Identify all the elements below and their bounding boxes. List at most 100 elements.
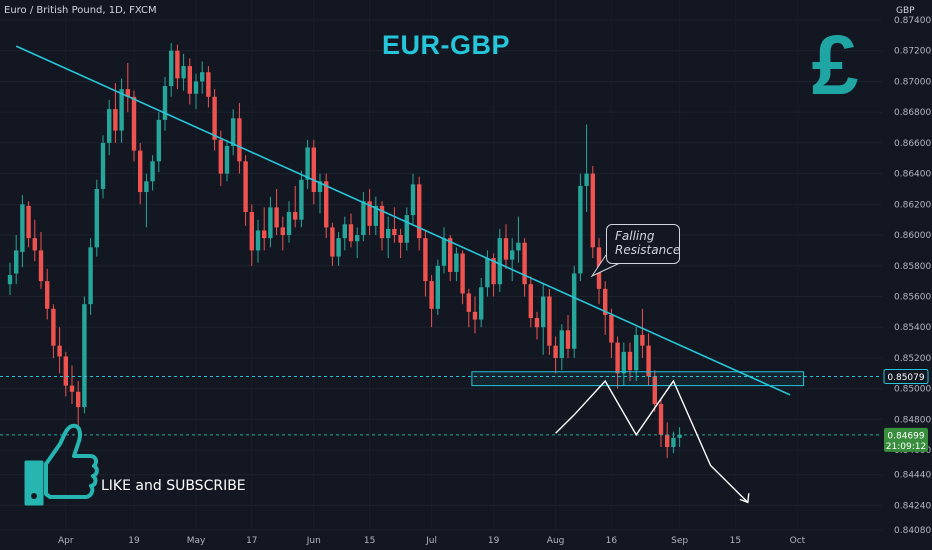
candle-body [162, 86, 168, 120]
x-tick-label: 19 [128, 536, 140, 546]
candle-body [503, 238, 509, 260]
candle-body [156, 119, 161, 162]
candle-body [231, 118, 236, 146]
candle-body [534, 318, 540, 328]
x-tick-label: Sep [671, 536, 688, 546]
candle-body [150, 161, 155, 182]
candle-body [69, 385, 75, 392]
y-tick-label: 0.86600 [894, 139, 931, 149]
candle-body [547, 296, 552, 346]
candle-body [472, 311, 478, 320]
candle-body [187, 66, 192, 94]
candle-body [311, 147, 316, 193]
candle-body [305, 147, 310, 180]
candle-body [32, 238, 37, 251]
candle-body [125, 89, 130, 97]
candle-body [88, 247, 93, 305]
candle-body [677, 434, 682, 438]
candle-body [367, 201, 372, 226]
candle-body [634, 334, 639, 371]
candle-body [565, 330, 571, 349]
candle-body [20, 204, 25, 252]
candle-body [14, 250, 19, 274]
candle-body [448, 238, 453, 272]
y-tick-label: 0.85200 [894, 354, 931, 364]
candle-body [479, 287, 484, 320]
candle-body [317, 181, 323, 193]
candle-body [510, 250, 515, 260]
candle-body [516, 242, 521, 251]
candle-body [429, 281, 434, 309]
candle-body [404, 215, 409, 243]
y-tick-label: 0.86000 [894, 231, 931, 241]
candle-body [553, 345, 558, 358]
x-tick-label: 17 [246, 536, 257, 546]
candle-body [293, 212, 298, 220]
y-tick-label: 0.86800 [894, 108, 931, 118]
y-tick-label: 0.87000 [894, 77, 931, 87]
candle-body [423, 238, 428, 282]
candle-body [665, 434, 670, 448]
candle-body [541, 296, 546, 328]
candle-body [237, 118, 242, 162]
y-tick-label: 0.85600 [894, 293, 931, 303]
candle-body [206, 72, 211, 97]
x-tick-label: Oct [790, 536, 806, 546]
x-tick-label: 15 [364, 536, 375, 546]
y-tick-label: 0.86200 [894, 200, 931, 210]
current-price-text: 0.84699 [887, 431, 924, 441]
candle-body [466, 293, 471, 312]
candle-body [138, 150, 143, 193]
candle-body [94, 188, 99, 248]
candle-body [640, 334, 645, 346]
projection-path [555, 379, 749, 503]
candle-body [361, 201, 366, 236]
falling-resistance-line [15, 45, 791, 396]
chart-title: EUR-GBP [382, 30, 511, 60]
pound-glyph: £ [812, 26, 859, 102]
candle-body [181, 66, 186, 79]
candle-body [330, 227, 335, 257]
resistance-zone [471, 371, 805, 387]
x-tick-label: May [187, 536, 206, 546]
candle-body [658, 404, 664, 435]
candle-body [268, 207, 273, 239]
candle-body [609, 314, 614, 343]
x-tick-label: Apr [58, 536, 74, 546]
candle-body [435, 265, 440, 309]
candle-body [398, 235, 403, 243]
candle-body [646, 345, 651, 377]
candle-body [218, 139, 223, 174]
grid [0, 19, 882, 531]
projection-arrowhead [739, 493, 750, 504]
candle-body [373, 205, 378, 226]
candle-body [26, 205, 31, 239]
candle-body [386, 228, 391, 239]
candle-body [324, 181, 329, 228]
y-tick-label: 0.85000 [894, 385, 931, 395]
candle-body [615, 342, 620, 374]
level-badge [883, 369, 929, 385]
candle-body [342, 224, 347, 239]
candle-body [255, 230, 261, 251]
y-tick-label: 0.85400 [894, 323, 931, 333]
candle-body [528, 284, 533, 319]
y-tick-label: 0.87200 [894, 47, 931, 57]
candle-body [107, 109, 112, 143]
countdown-text: 21:09:12 [886, 442, 926, 452]
candle-body [131, 96, 137, 151]
y-tick-label: 0.86400 [894, 170, 931, 180]
candle-body [45, 281, 50, 309]
candle-body [460, 253, 465, 294]
candle-body [578, 185, 583, 274]
candle-body [243, 161, 248, 213]
like-subscribe-text: LIKE and SUBSCRIBE [101, 478, 246, 494]
candle-body [572, 273, 577, 349]
currency-label: GBP [896, 6, 915, 16]
candle-body [100, 142, 106, 189]
axes: 0.87400 0.87200 0.87000 0.86800 0.86600 0.864… [58, 16, 931, 546]
x-tick-label: 15 [730, 536, 741, 546]
candle-body [144, 181, 149, 193]
level-badge-text: 0.85079 [887, 373, 924, 383]
